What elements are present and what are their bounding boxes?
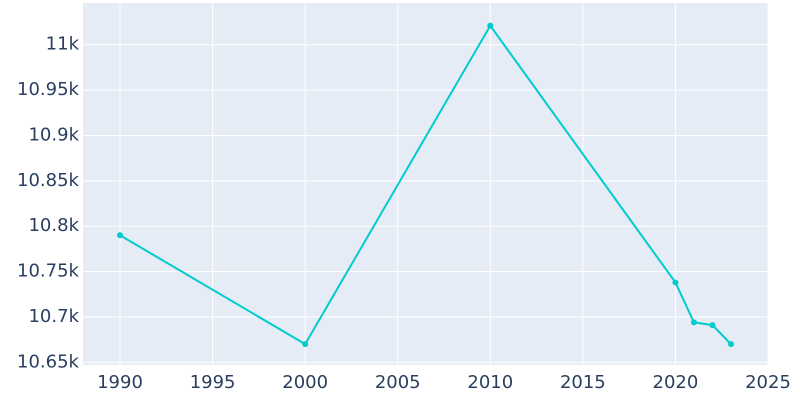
point bbox=[690, 319, 697, 326]
y-tick-label: 10.75k bbox=[17, 261, 80, 282]
y-tick-label: 10.7k bbox=[28, 306, 79, 327]
point bbox=[487, 22, 494, 29]
x-tick-label: 1995 bbox=[190, 372, 236, 393]
y-tick-label: 10.85k bbox=[17, 170, 80, 191]
plot-area bbox=[83, 3, 768, 365]
x-tick-label: 1990 bbox=[97, 372, 143, 393]
x-tick-label: 2000 bbox=[282, 372, 328, 393]
point bbox=[672, 279, 679, 286]
point bbox=[117, 232, 124, 239]
point bbox=[727, 341, 734, 348]
y-tick-label: 10.8k bbox=[28, 215, 79, 236]
x-tick-label: 2010 bbox=[467, 372, 513, 393]
x-tick-label: 2015 bbox=[560, 372, 606, 393]
y-tick-label: 10.95k bbox=[17, 79, 80, 100]
point bbox=[302, 341, 309, 348]
x-tick-label: 2020 bbox=[653, 372, 699, 393]
x-tick-label: 2005 bbox=[375, 372, 421, 393]
y-tick-label: 11k bbox=[46, 34, 80, 55]
x-tick-label: 2025 bbox=[745, 372, 791, 393]
y-tick-label: 10.9k bbox=[28, 124, 79, 145]
y-tick-label: 10.65k bbox=[17, 351, 80, 372]
point bbox=[709, 322, 716, 329]
